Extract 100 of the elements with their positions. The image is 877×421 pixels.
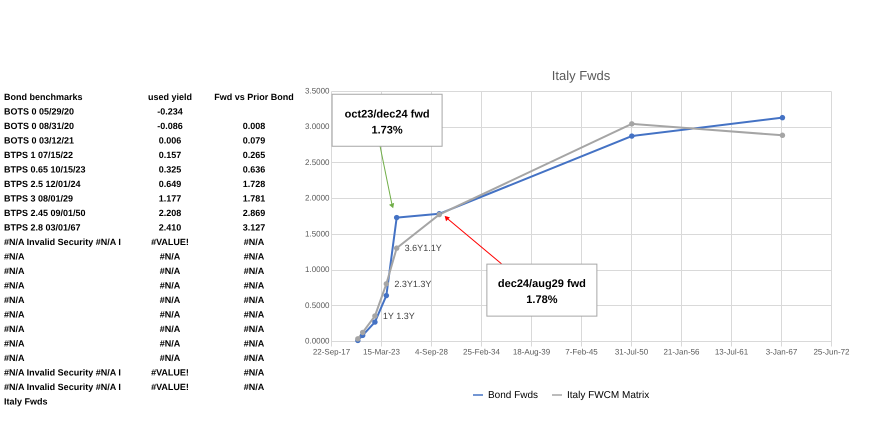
legend-label: Italy FWCM Matrix [567,390,650,401]
text: Italy Fwds [4,396,48,406]
text: #N/A [244,266,265,276]
text: #N/A [244,237,265,247]
point [372,319,378,325]
text: #N/A Invalid Security #N/A I [4,368,121,378]
text: #N/A [4,338,26,348]
text: #N/A [160,353,181,363]
text: #VALUE! [151,237,189,247]
text: BOTS 0 03/12/21 [4,136,74,146]
y-tick-label: 0.0000 [305,336,330,346]
text: #N/A [244,382,265,392]
text: #N/A [160,266,181,276]
text: #N/A Invalid Security #N/A I [4,382,121,392]
text: 0.008 [242,121,266,131]
text: #N/A [4,280,26,290]
y-tick-label: 2.5000 [305,158,330,167]
x-tick-label: 22-Sep-17 [312,348,351,356]
text: #N/A Invalid Security #N/A I [4,237,121,247]
text: #N/A [160,310,181,320]
x-tick-label: 31-Jul-50 [614,348,649,356]
text: #N/A [4,353,26,363]
x-tick-label: 13-Jul-61 [714,348,749,356]
text: #N/A [160,324,181,334]
text: #N/A [4,266,26,276]
text: BOTS 0 05/29/20 [4,106,74,116]
text: #N/A [160,295,181,305]
point [629,133,635,139]
text: #N/A [160,252,181,262]
x-tick-label: 7-Feb-45 [565,348,598,356]
y-tick-label: 3.5000 [305,86,330,96]
text: used yield [148,92,192,102]
y-tick-label: 1.0000 [305,265,330,274]
x-tick-label: 25-Jun-72 [813,348,850,356]
annotation: 2.3Y1.3Y [394,278,432,289]
text: #N/A [4,324,26,334]
text: #N/A [244,324,265,334]
x-tick-label: 21-Jan-56 [663,348,700,356]
point [372,313,378,319]
x-tick-label: 4-Sep-28 [415,348,448,356]
point [629,121,635,127]
text: 2.410 [158,222,182,232]
text: 2.869 [242,208,266,218]
y-tick-label: 0.5000 [305,300,330,310]
text: #N/A [160,280,181,290]
text: #N/A [4,252,26,262]
text: BTPS 0.65 10/15/23 [4,164,86,174]
text: BTPS 3 08/01/29 [4,194,74,204]
annotation: 1Y 1.3Y [382,311,415,321]
text: 0.636 [242,164,266,174]
x-tick-label: 25-Feb-34 [463,348,500,356]
text: BOTS 0 08/31/20 [4,121,74,131]
text: 1.728 [242,179,266,189]
text: #N/A [244,353,265,363]
point [384,292,390,298]
x-tick-label: 15-Mar-23 [363,348,400,356]
text: 0.006 [158,136,182,146]
text: 0.325 [158,164,182,174]
text: BTPS 1 07/15/22 [4,150,74,160]
point [394,245,400,251]
text: #N/A [244,252,265,262]
text: BTPS 2.5 12/01/24 [4,179,81,189]
annotation: 3.6Y1.1Y [404,243,442,254]
x-tick-label: 3-Jan-67 [766,348,798,356]
text: #VALUE! [151,368,189,378]
text: #N/A [244,338,265,348]
text: #N/A [160,338,181,348]
annotation: dec24/aug29 fwd 1.78% [498,278,586,306]
x-tick-label: 18-Aug-39 [512,348,551,356]
y-tick-label: 1.5000 [305,229,330,238]
text: 0.265 [242,150,266,160]
point [384,281,390,287]
text: 3.127 [242,222,266,232]
text: Bond benchmarks [4,92,83,102]
point [780,114,786,120]
text: 0.079 [242,136,266,146]
text: -0.086 [157,121,183,131]
legend-label: Bond Fwds [488,390,538,401]
annotation: oct23/dec24 fwd 1.73% [344,108,430,136]
text: Fwd vs Prior Bond [214,92,294,102]
text: 0.157 [158,150,182,160]
point [394,214,400,220]
text: 2.208 [158,208,182,218]
text: -0.234 [157,106,183,116]
text: #N/A [244,295,265,305]
text: #N/A [4,310,26,320]
text: 1.177 [158,194,182,204]
text: 1.781 [242,194,266,204]
point [780,132,786,138]
text: BTPS 2.8 03/01/67 [4,222,81,232]
y-tick-label: 3.0000 [305,122,330,132]
text: #N/A [4,295,26,305]
chart-title: Italy Fwds [552,68,611,83]
text: #N/A [244,310,265,320]
point [360,330,366,336]
text: #N/A [244,280,265,290]
text: #N/A [244,368,265,378]
text: 0.649 [158,179,182,189]
y-tick-label: 2.0000 [305,194,330,203]
text: #VALUE! [151,382,189,392]
